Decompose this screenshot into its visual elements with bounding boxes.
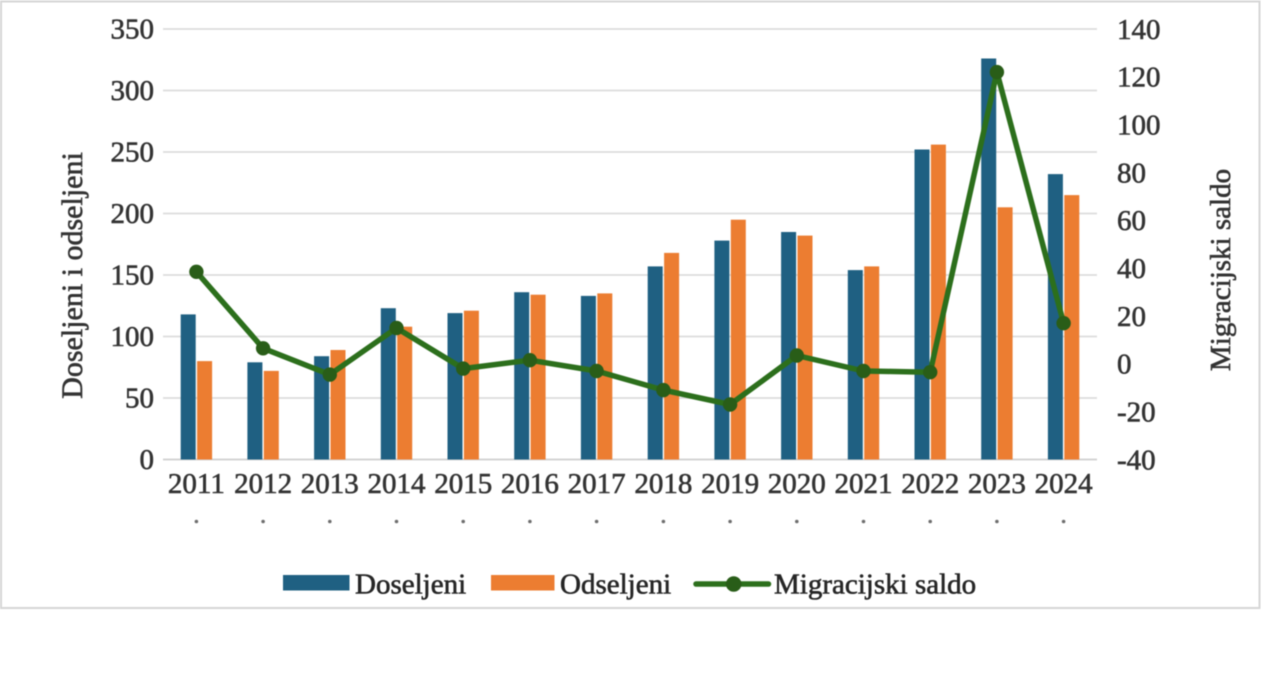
svg-text:2017: 2017 [568, 468, 626, 500]
svg-text:Doseljeni: Doseljeni [355, 569, 466, 601]
svg-text:Doseljeni i odseljeni: Doseljeni i odseljeni [56, 152, 89, 399]
svg-text:100: 100 [1117, 110, 1161, 142]
svg-text:2021: 2021 [835, 468, 893, 500]
svg-text:80: 80 [1117, 157, 1146, 189]
svg-text:100: 100 [111, 321, 155, 353]
svg-text:2011: 2011 [168, 468, 225, 500]
svg-text:350: 350 [111, 14, 155, 46]
svg-text:150: 150 [111, 260, 155, 292]
svg-text:20: 20 [1117, 301, 1146, 333]
svg-text:2018: 2018 [634, 468, 692, 500]
svg-text:2015: 2015 [434, 468, 492, 500]
svg-text:2023: 2023 [968, 468, 1026, 500]
svg-text:2012: 2012 [234, 468, 292, 500]
svg-text:2020: 2020 [768, 468, 826, 500]
svg-text:140: 140 [1117, 14, 1161, 46]
svg-text:2024: 2024 [1035, 468, 1094, 500]
svg-text:300: 300 [111, 75, 155, 107]
svg-text:0: 0 [140, 444, 155, 476]
svg-text:Migracijski saldo: Migracijski saldo [1205, 169, 1237, 371]
svg-text:2022: 2022 [901, 468, 959, 500]
svg-text:60: 60 [1117, 205, 1146, 237]
svg-text:-20: -20 [1117, 397, 1156, 429]
svg-text:120: 120 [1117, 62, 1161, 94]
svg-text:Odseljeni: Odseljeni [560, 569, 671, 601]
svg-text:250: 250 [111, 137, 155, 169]
svg-text:40: 40 [1117, 253, 1146, 285]
svg-text:2019: 2019 [701, 468, 759, 500]
svg-text:2013: 2013 [301, 468, 359, 500]
svg-text:200: 200 [111, 198, 155, 230]
svg-text:0: 0 [1117, 349, 1132, 381]
svg-text:2016: 2016 [501, 468, 559, 500]
svg-text:2014: 2014 [368, 468, 427, 500]
svg-text:Migracijski saldo: Migracijski saldo [774, 569, 976, 601]
svg-text:-40: -40 [1117, 444, 1156, 476]
svg-text:50: 50 [125, 383, 154, 415]
